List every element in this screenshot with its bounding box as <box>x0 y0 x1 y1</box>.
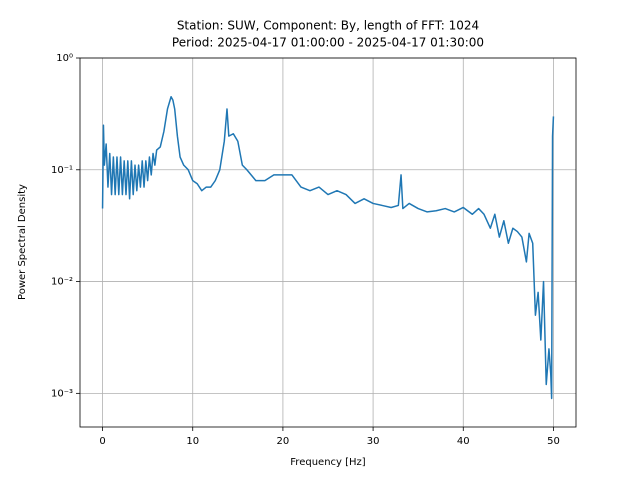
psd-line <box>101 96 555 400</box>
y-axis-label: Power Spectral Density <box>17 184 28 300</box>
chart-title: Station: SUW, Component: By, length of F… <box>177 19 479 33</box>
chart-subtitle: Period: 2025-04-17 01:00:00 - 2025-04-17… <box>172 36 484 50</box>
x-tick-label: 40 <box>457 436 470 447</box>
x-tick-label: 30 <box>367 436 380 447</box>
y-tick-label: 10⁰ <box>56 53 73 64</box>
x-tick-label: 20 <box>277 436 290 447</box>
y-tick-label: 10⁻² <box>51 277 73 288</box>
x-axis-label: Frequency [Hz] <box>290 457 366 468</box>
plot-frame <box>79 57 577 428</box>
y-tick-label: 10⁻³ <box>51 388 73 399</box>
x-tick-label: 10 <box>186 436 199 447</box>
x-tick-label: 50 <box>547 436 560 447</box>
x-tick-label: 0 <box>99 436 105 447</box>
y-tick-label: 10⁻¹ <box>51 165 73 176</box>
